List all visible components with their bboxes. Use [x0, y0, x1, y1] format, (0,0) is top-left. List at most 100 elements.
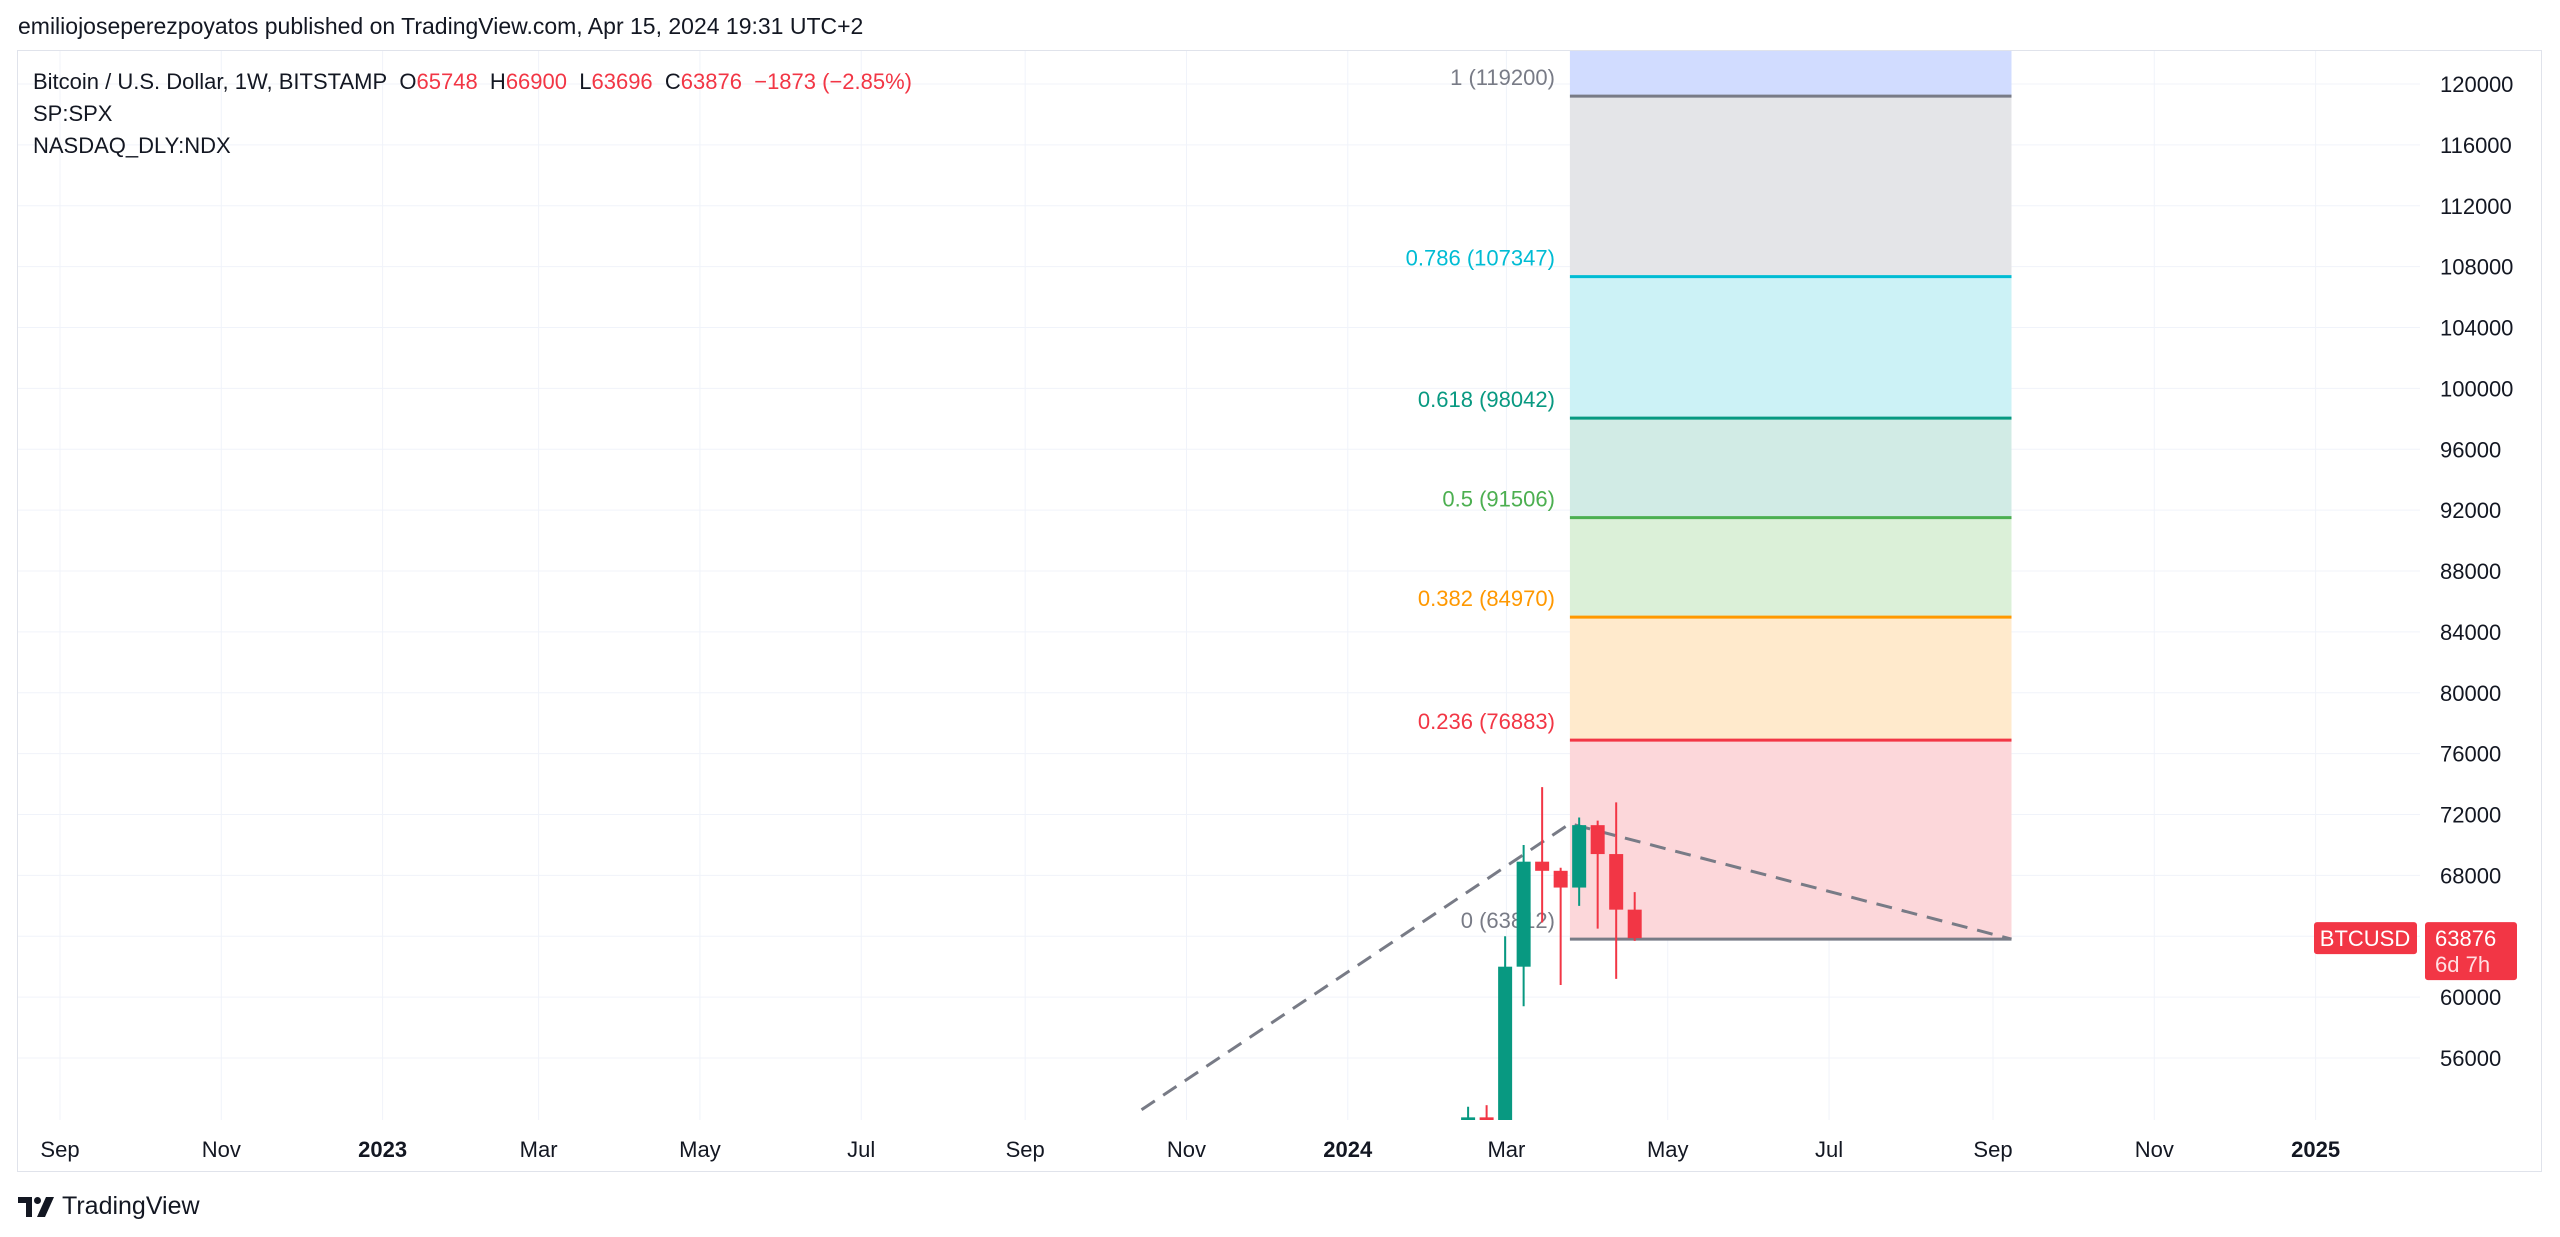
- candle-body: [1535, 861, 1550, 871]
- y-tick-label: 120000: [2440, 72, 2513, 97]
- legend-low-value: 63696: [591, 69, 653, 94]
- chart-frame: [17, 50, 2542, 1172]
- price-tag-bg: [2425, 922, 2517, 981]
- fib-level-label: 0 (63812): [1461, 908, 1555, 933]
- tradingview-brand-text: TradingView: [62, 1192, 200, 1220]
- tradingview-logo-icon: [18, 1196, 54, 1217]
- bar-countdown: 6d 7h: [2435, 952, 2490, 977]
- candle: [1590, 820, 1605, 929]
- fib-level-label: 0.382 (84970): [1418, 586, 1555, 611]
- tradingview-logo[interactable]: TradingView: [18, 1192, 200, 1221]
- x-tick-label: Sep: [1973, 1137, 2012, 1162]
- legend-close-value: 63876: [680, 69, 742, 94]
- y-tick-label: 92000: [2440, 498, 2501, 523]
- symbol-price-tag: BTCUSD: [2314, 922, 2417, 955]
- fib-zone-fill: [1569, 740, 2012, 940]
- y-axis: 56000 60000 68000 72000 76000 80000 84000 88000…: [2440, 72, 2513, 1071]
- fibonacci-fill-layer: [1569, 51, 2012, 940]
- x-tick-label: Sep: [40, 1137, 79, 1162]
- symbol-tag-bg: [2314, 922, 2417, 955]
- candle: [1498, 936, 1513, 1120]
- fib-level-label: 0.618 (98042): [1418, 387, 1555, 412]
- candle: [1479, 1105, 1494, 1120]
- fib-zone-fill: [1569, 617, 2012, 741]
- legend-open-value: 65748: [416, 69, 478, 94]
- candle: [1572, 817, 1587, 906]
- fib-level-label: 0.236 (76883): [1418, 709, 1555, 734]
- candle: [1609, 802, 1624, 979]
- price-tag-value: 63876: [2435, 926, 2496, 951]
- candle-layer: [1443, 787, 1642, 1237]
- y-tick-label: 84000: [2440, 620, 2501, 645]
- candle-body: [1461, 1117, 1476, 1120]
- y-tick-label: 96000: [2440, 437, 2501, 462]
- candle-body: [1443, 1175, 1457, 1237]
- candle-body: [1609, 854, 1624, 910]
- symbol-tag-text: BTCUSD: [2320, 926, 2410, 951]
- x-tick-label: 2025: [2291, 1137, 2340, 1162]
- legend-low-label: L: [579, 69, 592, 94]
- fibonacci-label-layer: 1 (119200) 0.786 (107347) 0.618 (98042) 0.5…: [1406, 65, 1555, 933]
- fib-zone-fill: [1569, 418, 2012, 518]
- candle: [1443, 1126, 1457, 1237]
- legend-change: −1873 (−2.85%): [754, 69, 912, 94]
- candle-body: [1516, 861, 1531, 967]
- candle: [1461, 1106, 1476, 1120]
- y-tick-label: 88000: [2440, 559, 2501, 584]
- trend-line-layer: [1140, 822, 2012, 1111]
- fib-zone-fill: [1569, 517, 2012, 618]
- fibonacci-line-layer: [1569, 94, 2012, 941]
- x-tick-label: Jul: [1815, 1137, 1843, 1162]
- y-tick-label: 68000: [2440, 863, 2501, 888]
- x-tick-label: Mar: [520, 1137, 558, 1162]
- chart-legend: Bitcoin / U.S. Dollar, 1W, BITSTAMP O657…: [33, 66, 912, 162]
- y-tick-label: 108000: [2440, 255, 2513, 280]
- grid-layer: [18, 51, 2420, 1120]
- candle-body: [1572, 825, 1587, 888]
- y-tick-label: 56000: [2440, 1046, 2501, 1071]
- candle-body: [1590, 825, 1605, 855]
- candle: [1535, 787, 1550, 923]
- legend-main-row: Bitcoin / U.S. Dollar, 1W, BITSTAMP O657…: [33, 66, 912, 98]
- legend-high-label: H: [489, 69, 506, 94]
- y-tick-label: 100000: [2440, 376, 2513, 401]
- candle: [1627, 892, 1642, 941]
- y-tick-label: 72000: [2440, 803, 2501, 828]
- legend-open-label: O: [399, 69, 417, 94]
- y-tick-label: 80000: [2440, 681, 2501, 706]
- x-tick-label: 2024: [1323, 1137, 1373, 1162]
- x-tick-label: Nov: [202, 1137, 241, 1162]
- trend-line: [1140, 822, 2012, 1111]
- candle-body: [1627, 909, 1642, 939]
- fib-level-label: 0.5 (91506): [1442, 487, 1555, 512]
- fib-level-label: 1 (119200): [1450, 65, 1555, 90]
- fib-zone-fill: [1569, 276, 2012, 419]
- candle: [1516, 844, 1531, 1007]
- y-tick-label: 112000: [2440, 194, 2512, 219]
- legend-symbol-ndx[interactable]: NASDAQ_DLY:NDX: [33, 133, 231, 158]
- legend-high-value: 66900: [505, 69, 567, 94]
- x-tick-label: Jul: [847, 1137, 875, 1162]
- candle-body: [1479, 1117, 1494, 1120]
- y-tick-label: 76000: [2440, 742, 2501, 767]
- legend-symbol-spx[interactable]: SP:SPX: [33, 101, 113, 126]
- fib-zone-fill: [1569, 51, 2012, 97]
- x-axis: Sep Nov 2023 Mar May Jul Sep Nov 2024 Mar May Jul Se…: [40, 1137, 2340, 1162]
- legend-symbol[interactable]: Bitcoin / U.S. Dollar, 1W, BITSTAMP: [33, 69, 388, 94]
- x-tick-label: Mar: [1487, 1137, 1525, 1162]
- fib-level-label: 0.786 (107347): [1406, 246, 1555, 271]
- legend-close-label: C: [664, 69, 681, 94]
- x-tick-label: Nov: [1167, 1137, 1206, 1162]
- publisher-attribution: emiliojoseperezpoyatos published on Trad…: [18, 13, 864, 39]
- x-tick-label: 2023: [358, 1137, 407, 1162]
- y-tick-label: 60000: [2440, 985, 2501, 1010]
- candle-body: [1553, 870, 1568, 888]
- candle: [1553, 867, 1568, 985]
- x-tick-label: Sep: [1006, 1137, 1045, 1162]
- y-tick-label: 104000: [2440, 316, 2513, 341]
- x-tick-label: Nov: [2135, 1137, 2174, 1162]
- x-tick-label: May: [1647, 1137, 1689, 1162]
